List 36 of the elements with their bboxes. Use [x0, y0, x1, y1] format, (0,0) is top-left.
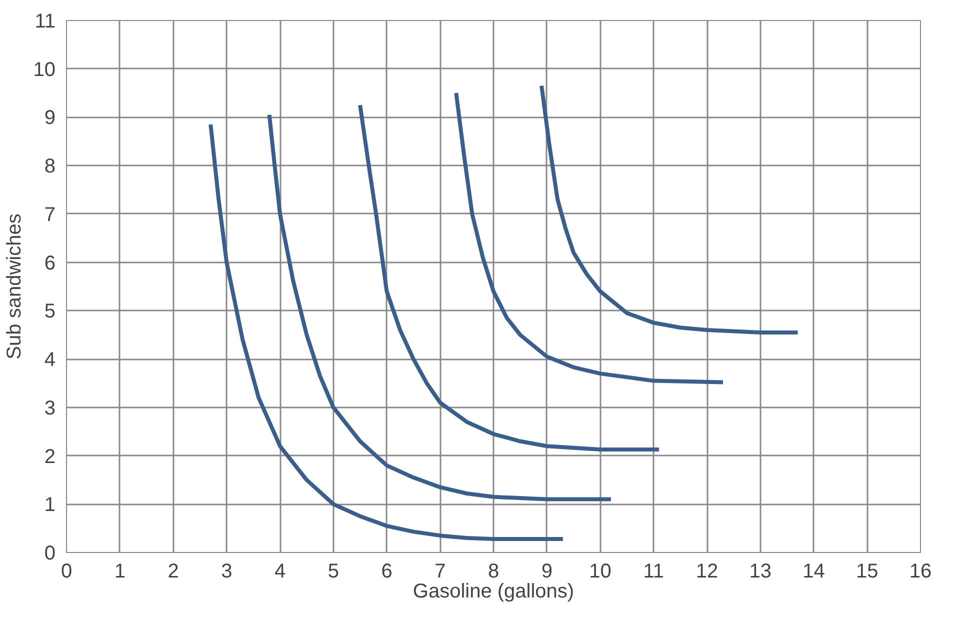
- line-series: [267, 112, 613, 502]
- y-tick-label: 8: [44, 156, 56, 178]
- x-tick-label: 13: [749, 560, 772, 582]
- x-tick-label: 9: [541, 560, 552, 582]
- y-tick-label: 7: [44, 204, 56, 226]
- x-tick-label: 4: [274, 560, 286, 582]
- y-tick-label: 1: [44, 494, 56, 516]
- x-tick-label: 15: [856, 560, 878, 582]
- y-tick-label: 4: [44, 349, 56, 372]
- line-series: [358, 103, 661, 452]
- x-tick-label: 11: [643, 560, 664, 582]
- x-tick-label: 3: [221, 560, 232, 582]
- x-tick-label: 16: [909, 560, 932, 582]
- y-tick-label: 6: [44, 252, 56, 274]
- x-tick-label: 5: [328, 560, 339, 582]
- x-tick-label: 0: [60, 560, 72, 582]
- x-tick-label: 8: [488, 560, 500, 582]
- x-axis-title: Gasoline (gallons): [412, 580, 574, 602]
- x-tick-label: 10: [589, 560, 612, 582]
- y-tick-label: 0: [44, 542, 56, 564]
- y-tick-label: 9: [44, 107, 56, 130]
- line-series: [540, 84, 800, 334]
- y-tick-label: 2: [44, 446, 56, 468]
- x-tick-label: 14: [802, 560, 825, 582]
- x-tick-label: 12: [696, 560, 718, 582]
- y-tick-label: 10: [33, 58, 56, 81]
- x-tick-label: 6: [381, 560, 392, 582]
- line-series: [208, 122, 565, 541]
- x-tick-label: 1: [114, 560, 126, 582]
- line-series: [454, 91, 726, 384]
- x-tick-label: 7: [434, 560, 446, 582]
- y-axis-title: Sub sandwiches: [3, 214, 26, 360]
- x-tick-label: 2: [168, 560, 179, 582]
- y-tick-label: 11: [34, 10, 56, 32]
- y-tick-label: 5: [44, 300, 56, 323]
- y-tick-label: 3: [44, 397, 56, 420]
